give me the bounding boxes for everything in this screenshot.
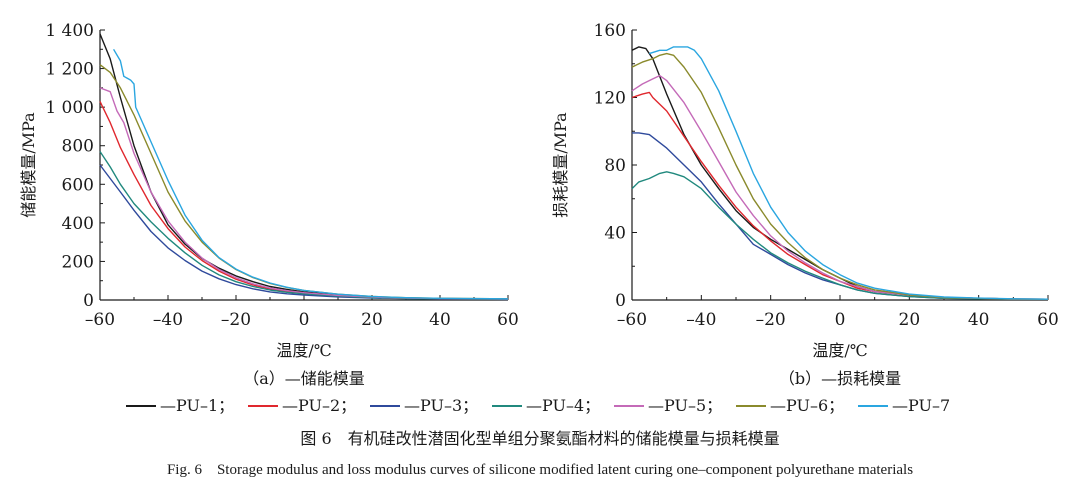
x-tick-label: 60 (1037, 310, 1059, 330)
y-tick-label: 80 (604, 156, 626, 176)
figure-caption-en: Fig. 6 Storage modulus and loss modulus … (167, 462, 913, 478)
series-line-pu7 (649, 46, 1049, 300)
y-tick-label: 800 (62, 137, 94, 157)
x-tick-label: 40 (968, 310, 990, 330)
y-axis-label: 损耗模量/MPa (551, 112, 570, 218)
panel-subtitle: （a）—储能模量 (243, 369, 365, 388)
series-line-pu2 (631, 91, 1049, 300)
series-line-pu5 (99, 87, 509, 300)
legend-label-pu7: —PU–7 (892, 396, 950, 415)
x-tick-label: –60 (85, 310, 115, 330)
y-tick-label: 0 (83, 291, 94, 311)
series-line-pu7 (112, 48, 509, 300)
chart-panel-b: –60 –40 –20 0 20 40 60 0 40 80 120 160 温度/℃ 损耗模量/MPa （… (551, 21, 1059, 388)
legend: —PU–1； —PU–2； —PU–3； —PU–4； —PU–5； —PU–6； —PU–… (126, 396, 950, 415)
x-tick-label: –20 (756, 310, 786, 330)
x-tick-label: –60 (617, 310, 647, 330)
y-tick-label: 120 (594, 89, 626, 109)
legend-label-pu2: —PU–2； (282, 396, 356, 415)
y-axis-label: 储能模量/MPa (19, 112, 38, 218)
series-line-pu6 (631, 52, 1049, 300)
y-tick-label: 0 (615, 291, 626, 311)
y-tick-label: 1 200 (45, 60, 94, 80)
x-tick-label: 0 (299, 310, 310, 330)
x-axis-label: 温度/℃ (812, 341, 867, 360)
x-tick-label: –20 (221, 310, 251, 330)
series-line-pu4 (99, 151, 509, 300)
x-tick-label: –40 (686, 310, 716, 330)
y-tick-label: 200 (62, 252, 94, 272)
x-tick-label: 40 (429, 310, 451, 330)
y-tick-label: 400 (62, 214, 94, 234)
figure-caption-cn: 图 6 有机硅改性潜固化型单组分聚氨酯材料的储能模量与损耗模量 (300, 429, 779, 448)
x-tick-label: 60 (497, 310, 519, 330)
y-tick-label: 160 (594, 21, 626, 41)
panel-subtitle: （b）—损耗模量 (779, 369, 901, 388)
y-tick-label: 600 (62, 175, 94, 195)
x-axis-label: 温度/℃ (276, 341, 331, 360)
series-line-pu5 (631, 74, 1049, 300)
series-line-pu2 (99, 101, 509, 300)
legend-label-pu3: —PU–3； (404, 396, 478, 415)
series-line-pu6 (99, 64, 509, 300)
y-tick-label: 1 400 (45, 21, 94, 41)
x-tick-label: 20 (899, 310, 921, 330)
x-tick-label: 0 (835, 310, 846, 330)
y-tick-label: 1 000 (45, 98, 94, 118)
legend-label-pu4: —PU–4； (526, 396, 600, 415)
legend-label-pu5: —PU–5； (648, 396, 722, 415)
series-line-pu1 (631, 46, 1049, 300)
series-line-pu4 (631, 171, 1049, 300)
y-tick-label: 40 (604, 224, 626, 244)
x-tick-label: 20 (361, 310, 383, 330)
x-tick-label: –40 (153, 310, 183, 330)
legend-label-pu6: —PU–6； (770, 396, 844, 415)
legend-label-pu1: —PU–1； (160, 396, 234, 415)
